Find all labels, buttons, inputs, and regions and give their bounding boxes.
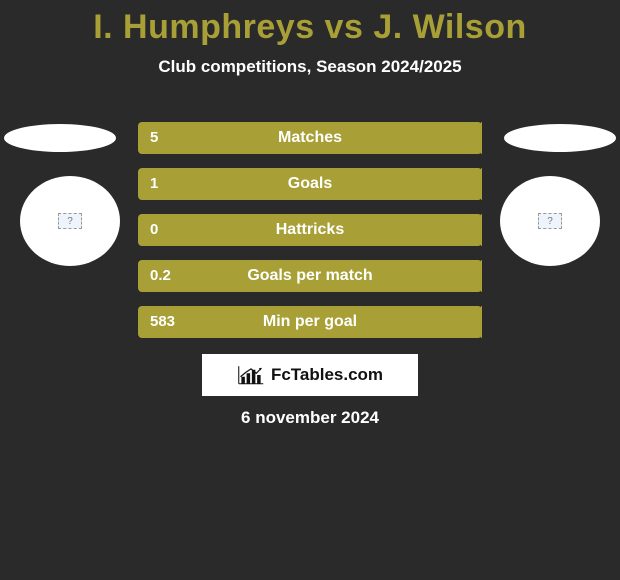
stat-row: 0Hattricks	[138, 214, 482, 246]
stat-bar-right	[481, 122, 482, 154]
stat-bar-right	[481, 168, 482, 200]
stat-bar-right	[481, 260, 482, 292]
stat-value-left: 0.2	[150, 260, 171, 292]
fctables-logo: FcTables.com	[202, 354, 418, 396]
stat-value-left: 5	[150, 122, 158, 154]
decorative-ellipse-left	[4, 124, 116, 152]
stat-bar-right	[481, 306, 482, 338]
fctables-logo-text: FcTables.com	[271, 365, 383, 385]
decorative-ellipse-right	[504, 124, 616, 152]
page-subtitle: Club competitions, Season 2024/2025	[0, 57, 620, 77]
stat-value-left: 0	[150, 214, 158, 246]
stat-value-left: 583	[150, 306, 175, 338]
stat-bar-left	[138, 168, 482, 200]
stat-bar-left	[138, 122, 482, 154]
flag-placeholder-icon: ?	[538, 213, 562, 229]
stat-bar-left	[138, 260, 482, 292]
stat-row: 1Goals	[138, 168, 482, 200]
stat-row: 0.2Goals per match	[138, 260, 482, 292]
stat-value-left: 1	[150, 168, 158, 200]
bar-chart-icon	[237, 364, 265, 386]
player-avatar-right: ?	[500, 176, 600, 266]
flag-placeholder-icon: ?	[58, 213, 82, 229]
stat-row: 583Min per goal	[138, 306, 482, 338]
stat-row: 5Matches	[138, 122, 482, 154]
player-avatar-left: ?	[20, 176, 120, 266]
stats-bars: 5Matches 1Goals 0Hattricks 0.2Goals per mat…	[138, 122, 482, 352]
stat-bar-left	[138, 306, 482, 338]
stat-bar-left	[138, 214, 482, 246]
generated-date: 6 november 2024	[0, 408, 620, 428]
stat-bar-right	[481, 214, 482, 246]
page-title: I. Humphreys vs J. Wilson	[0, 0, 620, 47]
